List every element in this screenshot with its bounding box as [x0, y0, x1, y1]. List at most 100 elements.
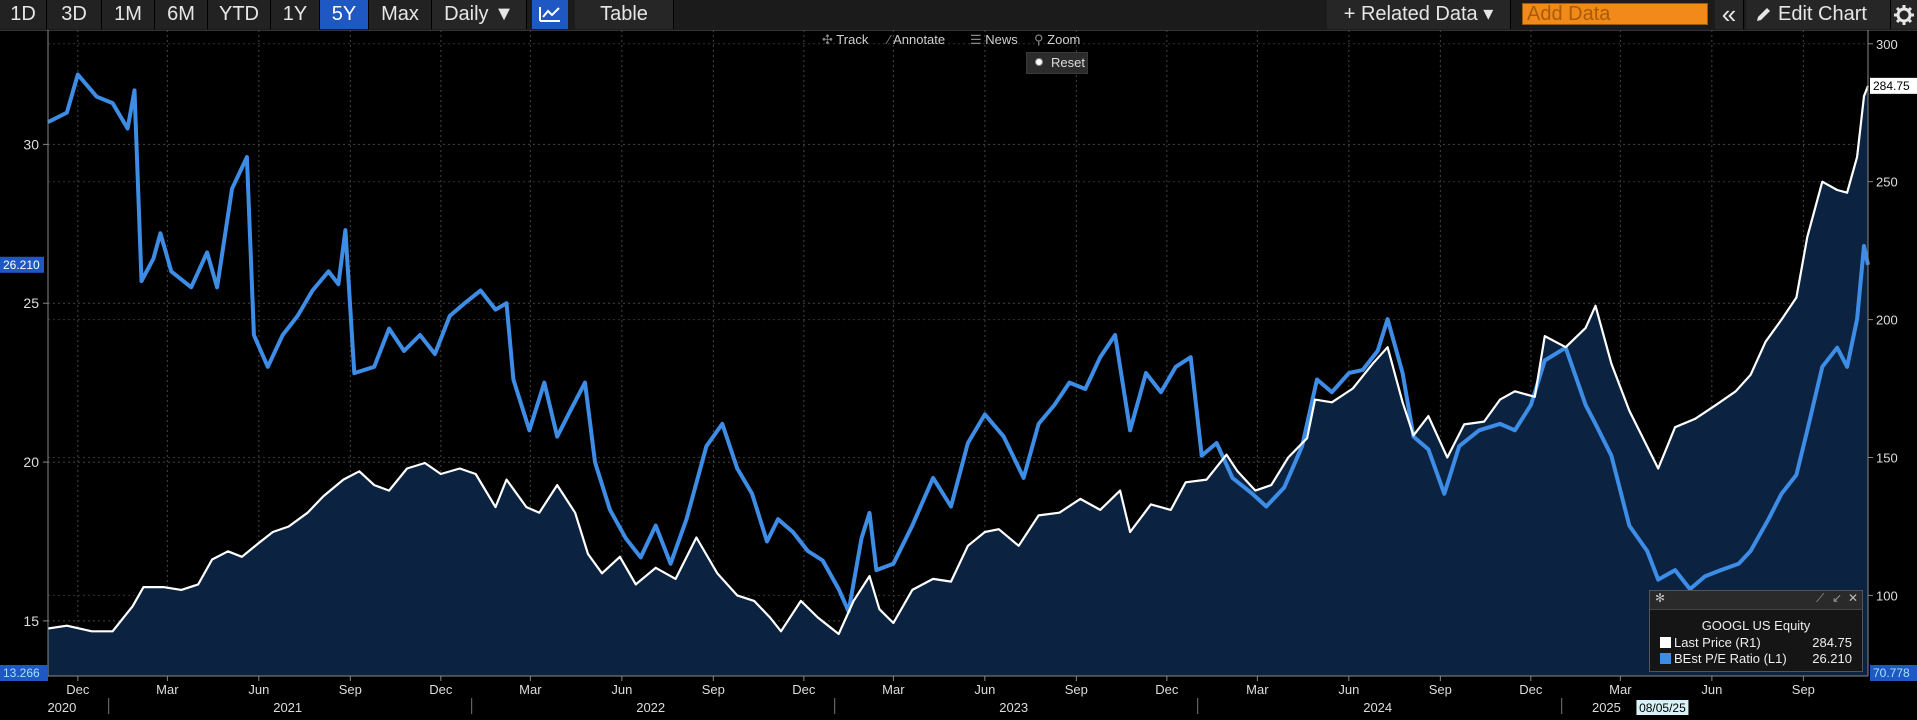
- x-tick-label: Mar: [519, 682, 542, 697]
- x-tick-label: Jun: [1701, 682, 1722, 697]
- left-axis: 15 20 25 30: [23, 136, 48, 629]
- legend-row-last-price: Last Price (R1) 284.75: [1660, 635, 1860, 651]
- x-tick-label: Jun: [1338, 682, 1359, 697]
- settings-button[interactable]: [1891, 0, 1917, 29]
- x-tick-label: Sep: [702, 682, 725, 697]
- track-tool[interactable]: ✣ Track: [822, 32, 868, 48]
- x-tick-label: Mar: [1609, 682, 1632, 697]
- edit-chart-button[interactable]: Edit Chart: [1746, 0, 1891, 29]
- year-label: 2023: [999, 700, 1028, 715]
- legend-value: 284.75: [1812, 635, 1852, 650]
- cursor-date-label: 08/05/25: [1639, 701, 1686, 715]
- price-min-badge-bg: [1870, 665, 1917, 681]
- period-max-button[interactable]: Max: [369, 0, 432, 29]
- x-tick-label: Sep: [1065, 682, 1088, 697]
- pe-min-badge-bg: [0, 665, 48, 681]
- x-tick-label: Dec: [429, 682, 453, 697]
- news-label: News: [985, 32, 1018, 47]
- year-label: 2024: [1363, 700, 1392, 715]
- x-tick-label: Dec: [1155, 682, 1179, 697]
- add-data-input[interactable]: [1522, 3, 1708, 25]
- legend-label: BEst P/E Ratio (L1): [1674, 651, 1787, 666]
- year-label: 2021: [273, 700, 302, 715]
- left-tick-label: 25: [23, 295, 39, 311]
- x-tick-label: Dec: [792, 682, 816, 697]
- price-min-badge: 70.778: [1873, 666, 1910, 680]
- left-tick-label: 15: [23, 613, 39, 629]
- period-1d-button[interactable]: 1D: [0, 0, 47, 29]
- year-label: 2020: [47, 700, 76, 715]
- right-tick-label: 300: [1876, 37, 1898, 52]
- x-tick-label: Sep: [1792, 682, 1815, 697]
- pe-current-badge: 26.210: [3, 258, 40, 272]
- right-tick-label: 200: [1876, 313, 1898, 328]
- x-tick-label: Mar: [882, 682, 905, 697]
- left-tick-label: 20: [23, 454, 39, 470]
- x-tick-label: Jun: [248, 682, 269, 697]
- cursor-date-badge: [1636, 700, 1689, 715]
- zoom-label: Zoom: [1047, 32, 1081, 47]
- crosshair-icon: ✣: [822, 32, 833, 47]
- legend-value: 26.210: [1812, 651, 1852, 666]
- period-ytd-button[interactable]: YTD: [208, 0, 271, 29]
- last-price-swatch: [1660, 637, 1671, 648]
- right-tick-label: 150: [1876, 451, 1898, 466]
- reset-button[interactable]: Reset: [1026, 52, 1088, 74]
- pe-min-badge: 13.266: [3, 666, 40, 680]
- year-label: 2025: [1592, 700, 1621, 715]
- pin-icon[interactable]: ⟋: [1816, 591, 1825, 605]
- right-tick-label: 100: [1876, 588, 1898, 603]
- period-6m-button[interactable]: 6M: [155, 0, 208, 29]
- reset-label: Reset: [1051, 55, 1085, 70]
- x-tick-label: Dec: [66, 682, 90, 697]
- legend-gear-icon[interactable]: ✻: [1655, 591, 1666, 605]
- zoom-tool[interactable]: ⚲ Zoom: [1034, 32, 1080, 48]
- period-1y-button[interactable]: 1Y: [271, 0, 320, 29]
- close-icon[interactable]: ✕: [1848, 591, 1859, 605]
- news-tool[interactable]: ☰ News: [970, 32, 1018, 48]
- axes: [47, 30, 1869, 677]
- x-tick-label: Jun: [974, 682, 995, 697]
- price-line: [47, 85, 1870, 636]
- chart-type-button[interactable]: [532, 0, 568, 29]
- frequency-dropdown[interactable]: Daily ▼: [432, 0, 527, 29]
- right-axis: 100 150 200 250 300: [1868, 37, 1898, 603]
- line-chart-icon: [539, 7, 560, 22]
- zoom-icon: ⚲: [1034, 32, 1044, 47]
- collapse-icon[interactable]: «: [1715, 0, 1744, 29]
- period-5y-button[interactable]: 5Y: [320, 0, 369, 29]
- x-tick-label: Jun: [611, 682, 632, 697]
- pe-ratio-line: [47, 72, 1870, 614]
- year-label: 2022: [636, 700, 665, 715]
- price-current-badge: 284.75: [1873, 79, 1910, 93]
- period-1m-button[interactable]: 1M: [102, 0, 155, 29]
- table-button[interactable]: Table: [575, 0, 674, 29]
- legend-header: ✻ ⟋ ↙ ✕: [1650, 591, 1862, 610]
- x-tick-label: Sep: [1429, 682, 1452, 697]
- pencil-icon: [1757, 8, 1770, 21]
- x-tick-label: Mar: [156, 682, 179, 697]
- edit-chart-label: Edit Chart: [1778, 3, 1867, 25]
- annotate-label: Annotate: [893, 32, 946, 47]
- reset-icon: [1035, 58, 1043, 66]
- pen-icon: ⁄: [888, 32, 891, 47]
- legend-row-pe-ratio: BEst P/E Ratio (L1) 26.210: [1660, 651, 1860, 667]
- related-data-button[interactable]: + Related Data ▾: [1327, 0, 1511, 29]
- legend-label: Last Price (R1): [1674, 635, 1761, 650]
- right-tick-label: 250: [1876, 175, 1898, 190]
- price-area: [48, 85, 1868, 676]
- annotate-tool[interactable]: ⁄ Annotate: [888, 32, 945, 47]
- period-3d-button[interactable]: 3D: [47, 0, 102, 29]
- x-axis: Dec Mar Jun Sep Dec Mar Jun Sep Dec Mar Jun Sep Dec M…: [47, 676, 1815, 715]
- track-label: Track: [836, 32, 869, 47]
- x-tick-label: Sep: [339, 682, 362, 697]
- price-current-badge-bg: [1870, 77, 1917, 94]
- pe-ratio-swatch: [1660, 653, 1671, 664]
- toolbar: 1D 3D 1M 6M YTD 1Y 5Y Max Daily ▼ Table …: [0, 0, 1917, 31]
- pe-current-badge-bg: [0, 256, 44, 273]
- x-tick-label: Dec: [1519, 682, 1543, 697]
- minimize-icon[interactable]: ↙: [1832, 591, 1843, 605]
- legend-panel[interactable]: ✻ ⟋ ↙ ✕ GOOGL US Equity Last Price (R1) …: [1649, 590, 1863, 672]
